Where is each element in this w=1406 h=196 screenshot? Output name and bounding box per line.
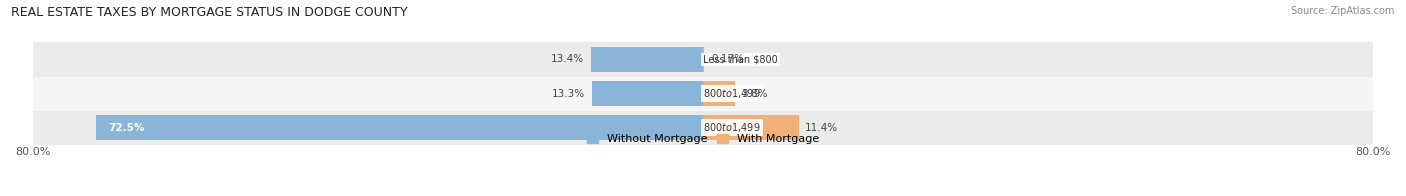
Bar: [703, 81, 735, 106]
Text: 72.5%: 72.5%: [108, 123, 145, 133]
Text: REAL ESTATE TAXES BY MORTGAGE STATUS IN DODGE COUNTY: REAL ESTATE TAXES BY MORTGAGE STATUS IN …: [11, 6, 408, 19]
Bar: [32, 43, 1374, 76]
Text: Source: ZipAtlas.com: Source: ZipAtlas.com: [1291, 6, 1395, 16]
Bar: [592, 81, 703, 106]
Text: 0.17%: 0.17%: [711, 54, 744, 64]
Text: Less than $800: Less than $800: [703, 54, 778, 64]
Legend: Without Mortgage, With Mortgage: Without Mortgage, With Mortgage: [588, 134, 818, 144]
Text: 13.4%: 13.4%: [551, 54, 583, 64]
Text: $800 to $1,499: $800 to $1,499: [703, 121, 761, 134]
Text: 13.3%: 13.3%: [551, 89, 585, 99]
Bar: [32, 76, 1374, 111]
Bar: [703, 115, 799, 140]
Text: 3.8%: 3.8%: [741, 89, 768, 99]
Bar: [591, 47, 703, 72]
Bar: [703, 47, 704, 72]
Text: 11.4%: 11.4%: [806, 123, 838, 133]
Text: $800 to $1,499: $800 to $1,499: [703, 87, 761, 100]
Bar: [96, 115, 703, 140]
Bar: [32, 111, 1374, 145]
